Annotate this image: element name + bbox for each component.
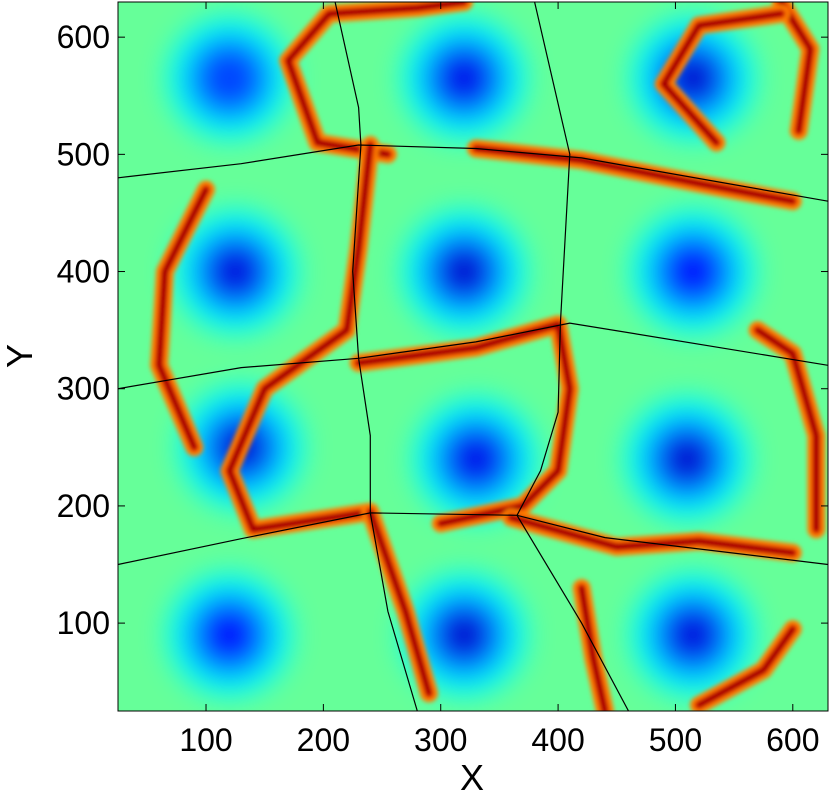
filament-core [779,2,813,133]
x-tick-label: 400 [531,722,584,758]
y-tick-label: 100 [57,605,110,641]
filament-core [227,143,373,532]
x-tick-label: 500 [649,722,702,758]
y-axis-label: Y [0,344,40,368]
plot-frame [117,1,829,712]
vortex-core [678,63,709,94]
vortex-core [449,63,480,94]
vortex-core [449,256,480,287]
overlay-line [118,144,828,202]
y-tick-label: 400 [57,254,110,290]
plot-area [118,2,828,711]
vortex-core [460,444,491,475]
x-tick-label: 100 [179,722,232,758]
vortex-core [214,619,245,650]
y-tick-label: 200 [57,488,110,524]
filament-core [473,146,795,204]
vortex-core [214,63,245,94]
filament-core [755,328,819,532]
x-axis-ticks: 100 200 300 400 500 600 [179,2,819,758]
vortex-core [449,619,480,650]
vortex-core [678,256,709,287]
vortex-layer [167,16,756,697]
y-tick-label: 500 [57,136,110,172]
filament-core [696,627,795,708]
vortex-core [220,256,251,287]
vortex-core [672,444,703,475]
filament-core [356,322,572,526]
x-tick-label: 200 [297,722,350,758]
y-tick-label: 600 [57,19,110,55]
y-tick-label: 300 [57,371,110,407]
overlay-lines [118,2,828,711]
overlay-line [118,322,828,390]
filament-layer [150,2,826,711]
filament-core [157,187,208,450]
x-tick-label: 600 [766,722,819,758]
overlay-line [334,2,418,711]
overlay-line [118,512,828,566]
vortex-core [678,619,709,650]
x-axis-label: X [460,757,484,798]
filament-core [579,586,607,711]
filament-core [286,2,467,157]
filament-core [368,509,431,696]
x-tick-label: 300 [414,722,467,758]
y-axis-ticks: 100 200 300 400 500 600 [57,19,828,641]
overlay-line [516,2,630,711]
filament-core [661,11,784,145]
